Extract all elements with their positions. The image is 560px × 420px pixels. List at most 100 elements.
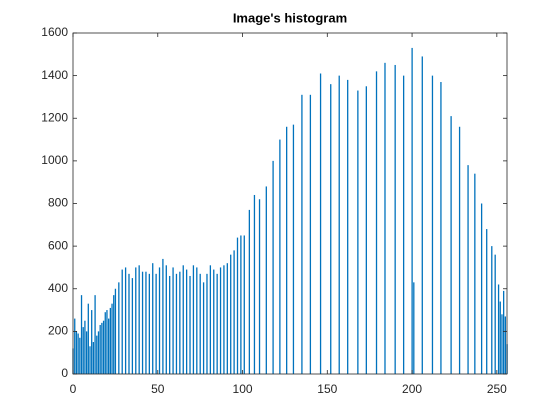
bar xyxy=(165,265,167,374)
x-tick-label: 200 xyxy=(402,382,422,396)
bar xyxy=(491,246,493,374)
bar xyxy=(230,254,232,374)
bar xyxy=(440,82,442,375)
bar xyxy=(394,64,396,374)
bar xyxy=(216,273,218,374)
bar xyxy=(99,324,101,374)
bar xyxy=(87,303,89,374)
bar xyxy=(209,265,212,374)
bar xyxy=(85,331,88,374)
bar xyxy=(102,320,105,374)
bar xyxy=(113,295,115,374)
bar xyxy=(458,126,461,375)
y-tick-label: 800 xyxy=(48,196,68,210)
bar xyxy=(309,94,312,375)
bar xyxy=(135,267,137,374)
bar xyxy=(162,258,164,374)
bar xyxy=(175,273,178,374)
bar xyxy=(121,269,123,374)
bar xyxy=(80,295,83,374)
bar xyxy=(82,327,84,374)
bar xyxy=(279,139,281,374)
bar xyxy=(75,331,78,374)
bar xyxy=(402,75,405,374)
chart-title: Image's histogram xyxy=(233,10,347,25)
bar xyxy=(265,186,267,374)
bar xyxy=(384,62,386,375)
bar xyxy=(240,235,242,374)
bar xyxy=(499,301,501,374)
bar xyxy=(501,314,503,374)
bar xyxy=(141,271,144,374)
bar xyxy=(248,209,251,374)
bar xyxy=(101,322,103,374)
bar xyxy=(258,199,261,374)
bar xyxy=(199,273,201,374)
bar xyxy=(79,337,81,374)
bar xyxy=(96,335,98,374)
bar xyxy=(219,267,222,374)
bar xyxy=(185,269,188,374)
bar xyxy=(109,307,111,374)
bar xyxy=(503,290,505,374)
y-tick-label: 1000 xyxy=(41,153,68,167)
bar xyxy=(172,267,174,374)
bar xyxy=(223,265,225,374)
bar xyxy=(233,250,235,374)
y-tick-label: 400 xyxy=(48,281,68,295)
x-tick-label: 0 xyxy=(70,382,77,396)
bar xyxy=(89,346,91,374)
bar xyxy=(77,333,79,374)
bar xyxy=(152,263,154,374)
bar xyxy=(91,310,93,374)
bar xyxy=(504,316,507,374)
bar xyxy=(84,320,86,374)
bar xyxy=(94,295,96,374)
bar xyxy=(138,265,140,374)
x-tick-label: 150 xyxy=(317,382,337,396)
bar xyxy=(494,254,496,374)
bar xyxy=(411,47,413,374)
y-tick-label: 600 xyxy=(48,238,68,252)
bar xyxy=(108,318,110,374)
bar xyxy=(243,235,245,374)
bar xyxy=(213,269,215,374)
bar xyxy=(196,267,198,374)
bar xyxy=(292,124,295,374)
bar xyxy=(128,273,130,374)
x-tick-label: 100 xyxy=(233,382,253,396)
bar xyxy=(104,312,106,374)
bar xyxy=(330,84,332,375)
bar xyxy=(106,310,108,374)
bar xyxy=(253,194,256,374)
bar xyxy=(148,273,150,374)
bar xyxy=(169,275,171,374)
bar xyxy=(347,79,349,374)
bar xyxy=(182,265,184,374)
bar xyxy=(450,116,452,375)
y-tick-label: 1400 xyxy=(41,68,68,82)
y-tick-label: 1600 xyxy=(41,25,68,39)
bar xyxy=(74,318,76,374)
bar xyxy=(145,271,147,374)
bar xyxy=(467,165,469,374)
bar xyxy=(301,94,303,375)
bar xyxy=(357,90,359,374)
bar xyxy=(202,282,205,374)
bar xyxy=(272,160,274,374)
bar xyxy=(124,267,127,374)
bar xyxy=(474,173,476,374)
bar xyxy=(158,267,161,374)
bar xyxy=(365,86,367,374)
bar xyxy=(189,275,191,374)
bar xyxy=(114,288,117,374)
bar xyxy=(375,71,378,375)
y-tick-label: 0 xyxy=(61,366,68,380)
bar xyxy=(111,303,113,374)
x-tick-label: 50 xyxy=(151,382,165,396)
bar xyxy=(413,282,415,374)
bar xyxy=(421,56,423,374)
bar xyxy=(155,273,157,374)
bar xyxy=(319,73,322,375)
